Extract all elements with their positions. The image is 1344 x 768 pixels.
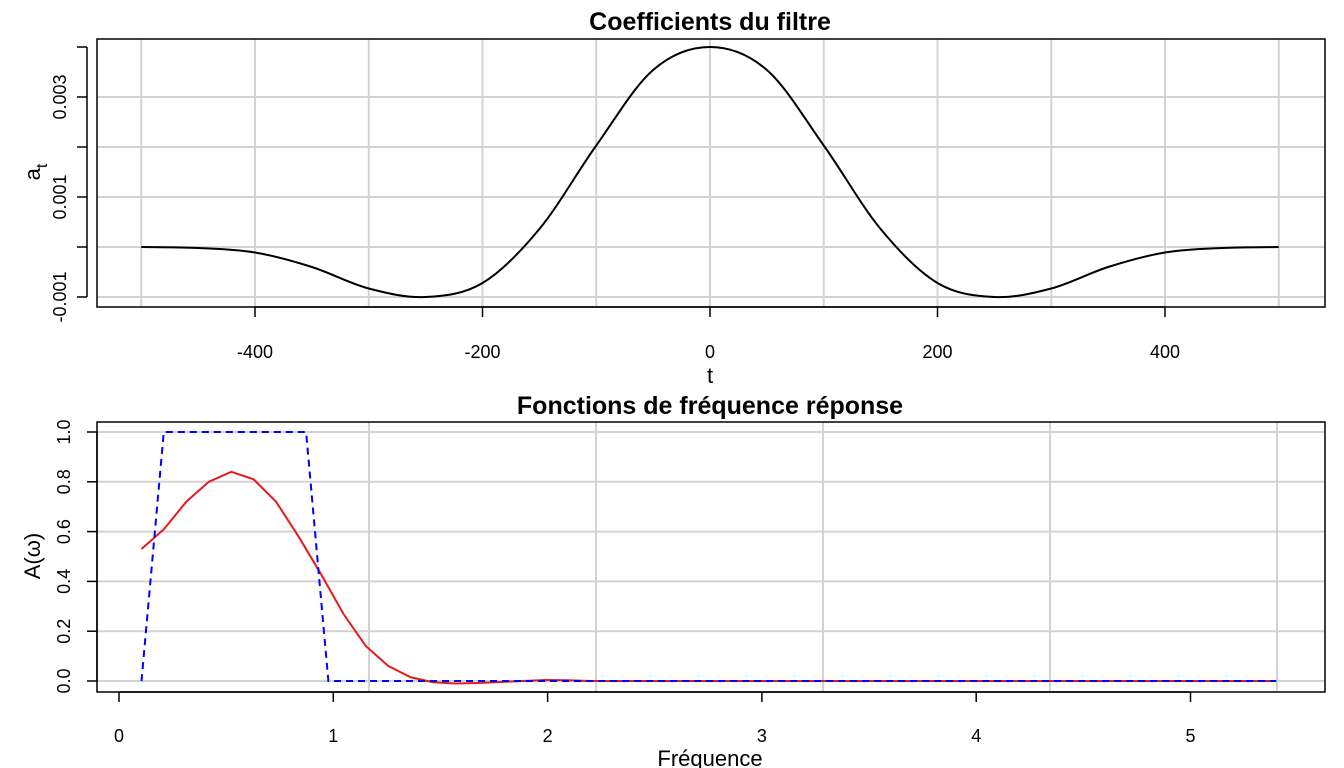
y-tick-label: 0.001	[50, 174, 70, 219]
x-axis: -400 -200 0 200 400	[237, 306, 1180, 362]
x-tick-label: 200	[922, 342, 952, 362]
x-axis: 0 1 2 3 4 5	[114, 691, 1196, 746]
x-tick-label: 4	[971, 726, 981, 746]
y-axis: -0.001 0.001 0.003	[50, 46, 88, 323]
y-tick-label: 1.0	[54, 419, 74, 444]
y-axis: 0.0 0.2 0.4 0.6 0.8 1.0	[54, 419, 98, 694]
y-tick-label: 0.0	[54, 668, 74, 693]
x-tick-label: -200	[464, 342, 500, 362]
x-tick-label: 5	[1185, 726, 1195, 746]
y-axis-label-main: a	[20, 167, 45, 180]
y-axis-label: at	[20, 163, 51, 180]
y-tick-label: -0.001	[50, 271, 70, 322]
x-axis-label: Fréquence	[657, 746, 762, 768]
y-tick-label: 0.6	[54, 519, 74, 544]
y-axis-label-subscript: t	[34, 163, 51, 168]
ideal-response-dashed-line	[140, 431, 1277, 682]
filter-coefficients-line	[141, 45, 1279, 299]
x-tick-label: 3	[757, 726, 767, 746]
x-tick-label: 2	[543, 726, 553, 746]
grid	[97, 422, 1325, 692]
y-axis-label: A(ω)	[20, 533, 45, 580]
x-tick-label: 0	[705, 342, 715, 362]
x-tick-label: 400	[1150, 342, 1180, 362]
chart-title: Coefficients du filtre	[589, 8, 831, 36]
y-tick-label: 0.003	[50, 74, 70, 119]
frequency-response-panel: Fonctions de fréquence réponse 0 1 2 3 4 5 0.…	[20, 392, 1326, 768]
x-tick-label: 0	[114, 726, 124, 746]
plot-frame	[96, 421, 1326, 693]
x-axis-label: t	[707, 363, 713, 388]
filter-response-line	[140, 470, 1277, 685]
grid	[97, 39, 1325, 307]
series-group	[141, 45, 1279, 299]
y-tick-label: 0.2	[54, 619, 74, 644]
x-tick-label: 1	[328, 726, 338, 746]
coefficients-panel: Coefficients du filtre -400 -200 0 200 400 -…	[20, 8, 1326, 388]
chart-title: Fonctions de fréquence réponse	[517, 392, 903, 420]
x-tick-label: -400	[237, 342, 273, 362]
series-group	[140, 431, 1277, 685]
y-tick-label: 0.4	[54, 569, 74, 594]
y-tick-label: 0.8	[54, 469, 74, 494]
